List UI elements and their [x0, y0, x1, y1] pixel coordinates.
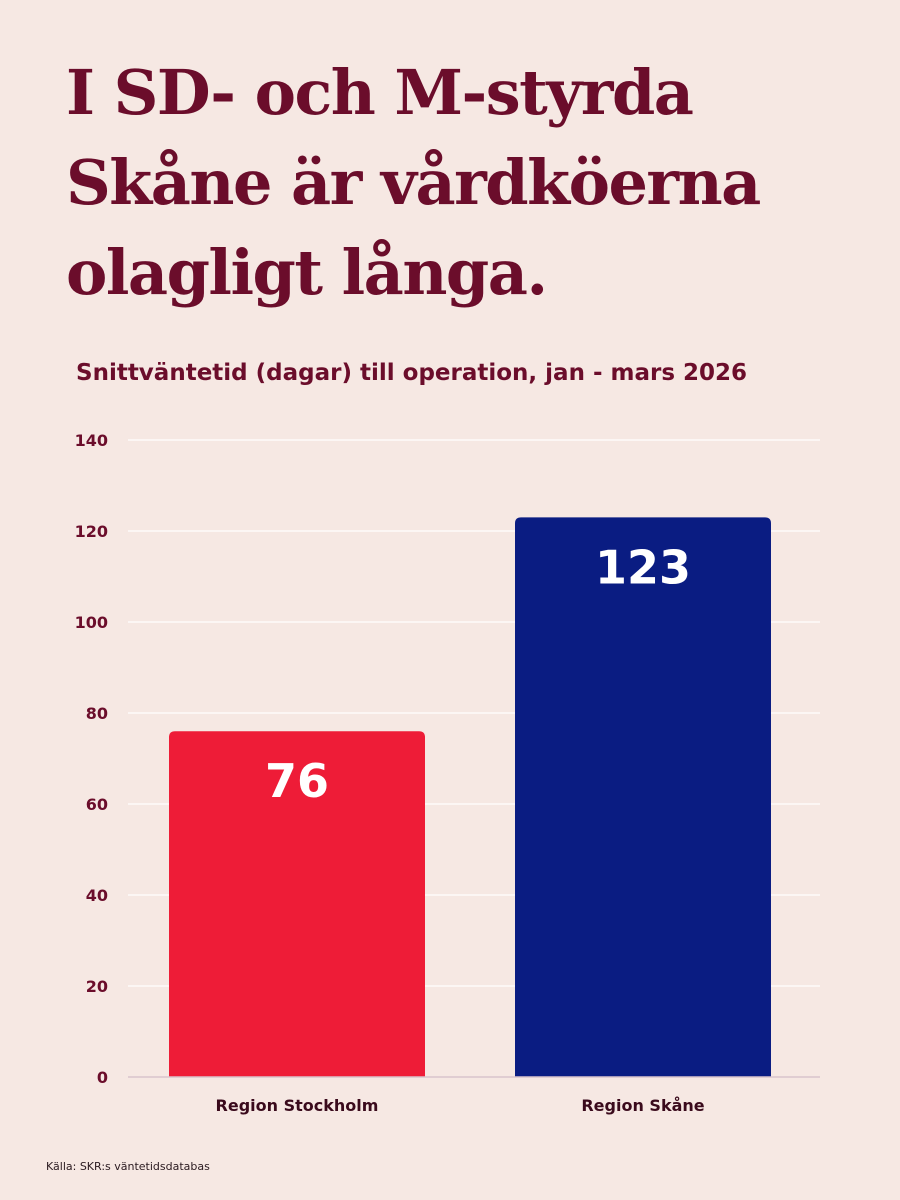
headline-line-2: Skåne är vårdköerna [66, 146, 761, 219]
y-tick-label: 40 [86, 886, 108, 905]
data-label: 76 [265, 754, 329, 808]
y-tick-label: 100 [75, 613, 108, 632]
y-tick-label: 20 [86, 977, 108, 996]
headline-line-3: olagligt långa. [66, 236, 548, 309]
source-note: Källa: SKR:s väntetidsdatabas [46, 1160, 210, 1173]
y-tick-label: 60 [86, 795, 108, 814]
headline: I SD- och M-styrda Skåne är vårdköerna o… [66, 48, 866, 318]
data-label: 123 [595, 540, 691, 594]
bar [515, 517, 771, 1077]
headline-line-1: I SD- och M-styrda [66, 56, 694, 129]
chart-title: Snittväntetid (dagar) till operation, ja… [76, 360, 748, 386]
y-tick-label: 140 [75, 431, 108, 450]
y-tick-label: 80 [86, 704, 108, 723]
y-tick-label: 120 [75, 522, 108, 541]
x-tick-label: Region Stockholm [216, 1096, 379, 1115]
x-tick-label: Region Skåne [581, 1096, 704, 1115]
bar [169, 731, 425, 1077]
y-tick-label: 0 [97, 1068, 108, 1087]
